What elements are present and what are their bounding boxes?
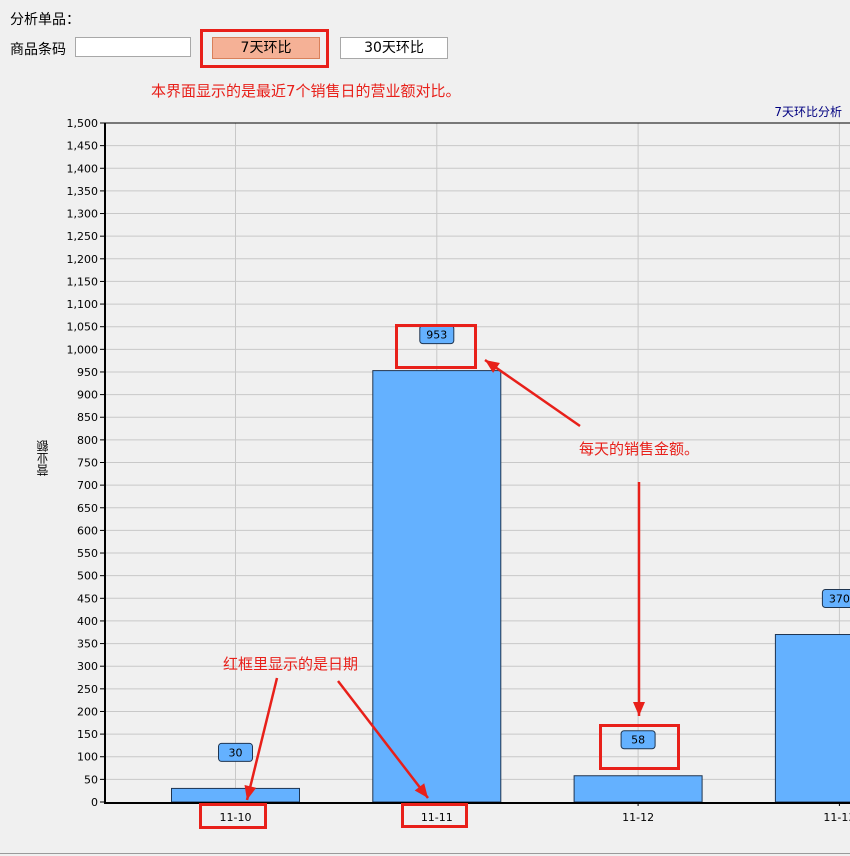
y-tick-label: 200 [77,705,98,718]
bar-11-12 [573,775,703,803]
x-tick-label: 11-11 [421,811,453,824]
y-tick-label: 750 [77,457,98,470]
y-tick-label: 900 [77,389,98,402]
y-tick-label: 0 [91,796,98,809]
y-tick-label: 700 [77,479,98,492]
y-tick-label: 1,050 [67,321,99,334]
y-tick-label: 450 [77,592,98,605]
y-tick-label: 850 [77,411,98,424]
seven-day-highlight-box [200,29,329,68]
value-label: 30 [229,746,243,759]
date-highlight-box-11-10 [199,803,267,829]
bar-11-13 [774,634,850,803]
y-tick-label: 500 [77,570,98,583]
barcode-label: 商品条码 [10,42,66,58]
daily-amount-annotation: 每天的销售金额。 [579,440,700,458]
seven-day-compare-button[interactable]: 7天环比 [212,37,320,59]
y-tick-label: 1,250 [67,230,99,243]
value-label: 370 [829,593,850,606]
thirty-day-compare-button[interactable]: 30天环比 [340,37,448,59]
arrow-to-date-1111-head [414,783,428,798]
barcode-input[interactable] [75,37,191,57]
value-highlight-box-58 [599,724,680,770]
y-tick-label: 1,150 [67,275,99,288]
value-highlight-box-953 [395,324,477,369]
arrow-to-953-head [485,360,500,373]
y-tick-label: 550 [77,547,98,560]
x-tick-label: 11-12 [622,811,654,824]
intro-annotation: 本界面显示的是最近7个销售日的营业额对比。 [151,82,461,100]
arrow-to-date-1110-head [244,784,257,800]
y-tick-label: 400 [77,615,98,628]
value-label: 953 [426,329,447,342]
y-tick-label: 50 [84,773,98,786]
y-tick-label: 1,450 [67,140,99,153]
y-tick-label: 1,300 [67,208,99,221]
value-label: 58 [631,734,645,747]
y-tick-label: 150 [77,728,98,741]
arrow-to-date-1110 [245,677,279,801]
arrow-to-date-1111 [337,680,429,799]
y-tick-label: 1,200 [67,253,99,266]
x-tick-label: 11-13 [823,811,850,824]
bar-11-10 [171,787,300,803]
bar-11-11 [372,370,502,803]
value-badge [620,730,656,750]
y-tick-label: 1,350 [67,185,99,198]
y-tick-label: 300 [77,660,98,673]
y-tick-label: 250 [77,683,98,696]
value-badge [821,589,850,609]
arrow-to-58-head [633,702,645,716]
y-tick-label: 950 [77,366,98,379]
bottom-border [0,853,850,854]
y-tick-label: 1,400 [67,162,99,175]
y-tick-label: 650 [77,502,98,515]
value-badge [218,742,253,762]
y-tick-label: 100 [77,751,98,764]
y-tick-label: 1,100 [67,298,99,311]
y-tick-label: 1,500 [67,117,99,130]
x-tick-label: 11-10 [220,811,252,824]
arrow-to-953 [484,358,581,428]
date-annotation: 红框里显示的是日期 [223,655,359,673]
y-tick-label: 800 [77,434,98,447]
y-tick-label: 350 [77,638,98,651]
y-tick-label: 1,000 [67,343,99,356]
chart-title: 7天环比分析 [774,105,842,119]
date-highlight-box-11-11 [401,803,468,828]
y-tick-label: 600 [77,524,98,537]
panel-title: 分析单品： [10,12,80,28]
